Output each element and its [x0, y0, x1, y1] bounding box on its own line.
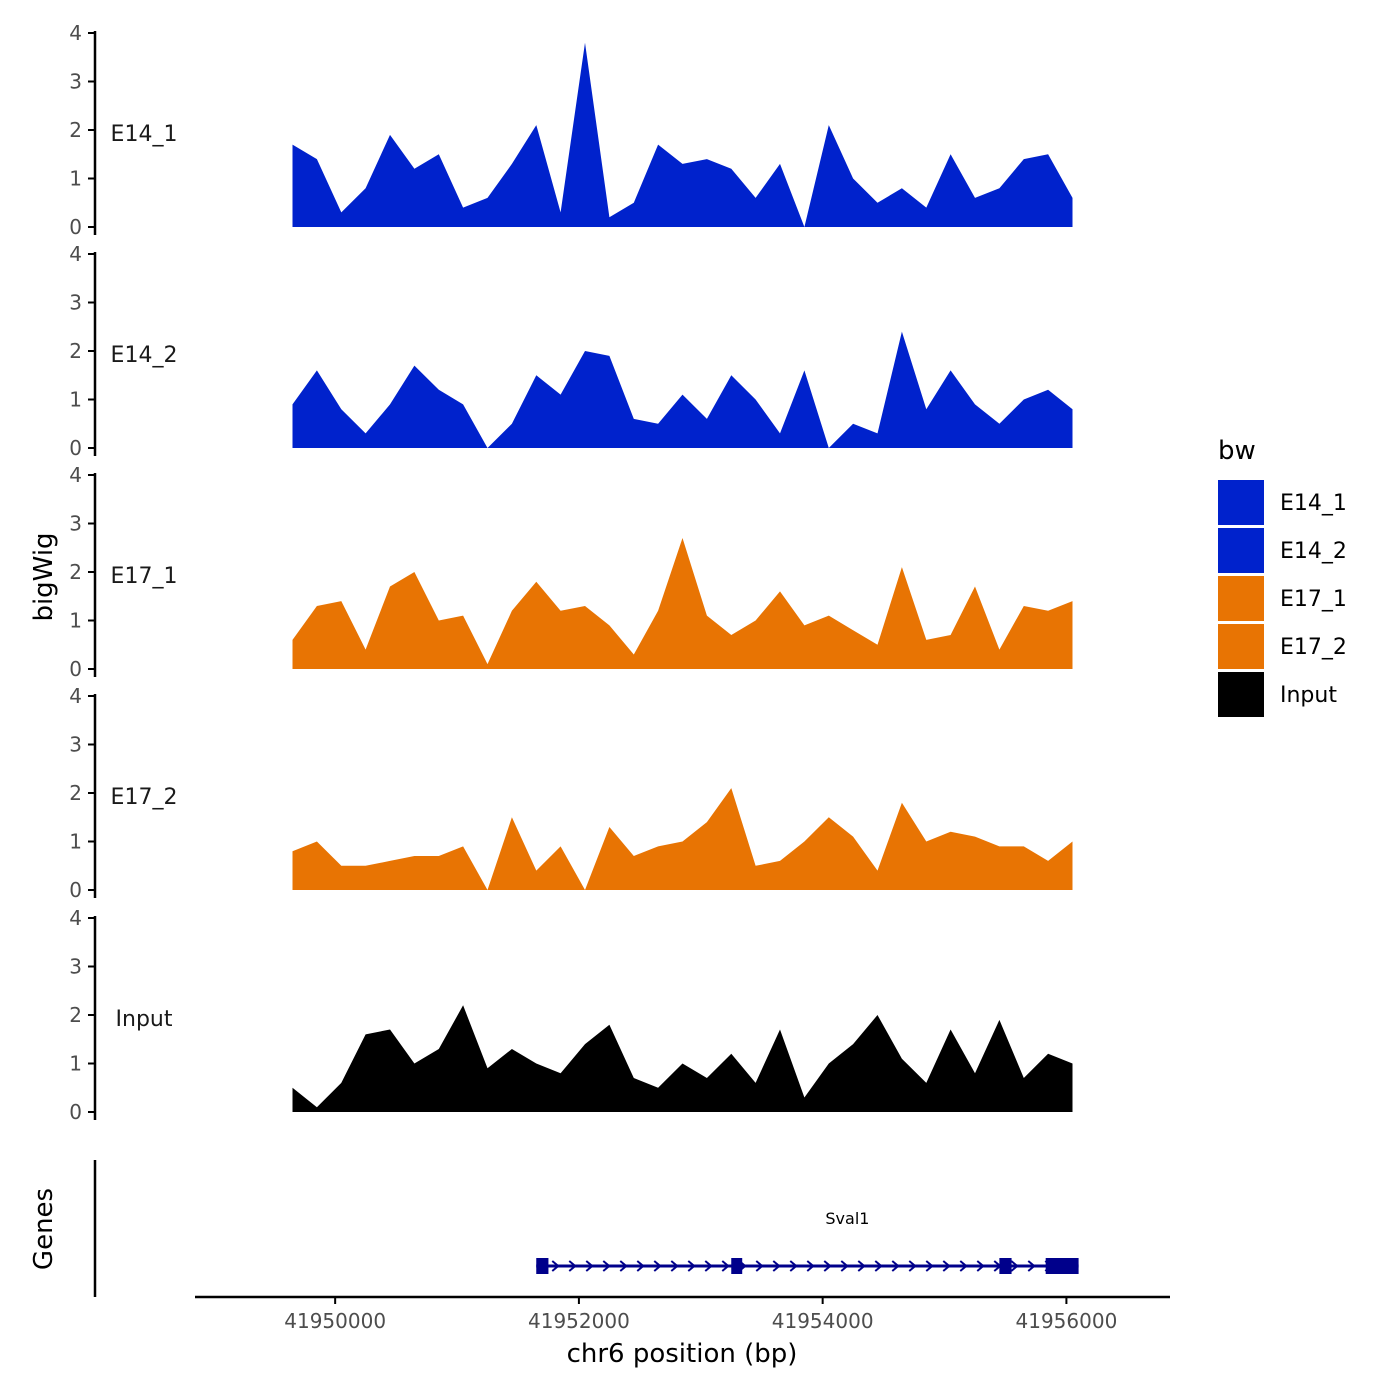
- y-tick-label: 1: [69, 1052, 82, 1076]
- strand-arrow: [959, 1260, 968, 1272]
- genes-axis-title: Genes: [29, 1188, 59, 1270]
- gene-name-label: Sval1: [825, 1209, 869, 1228]
- y-tick-label: 2: [69, 560, 82, 584]
- track-E17_2: 0 1 2 3 4 E17_2: [69, 684, 1073, 902]
- strand-arrow: [687, 1260, 696, 1272]
- signal-area: [292, 42, 1073, 228]
- legend-swatch: [1218, 576, 1264, 621]
- y-tick-label: 2: [69, 118, 82, 142]
- strand-arrow: [619, 1260, 628, 1272]
- legend-swatch: [1218, 672, 1264, 717]
- strand-arrow: [925, 1260, 934, 1272]
- gene-exon: [536, 1258, 549, 1274]
- strand-arrow: [636, 1260, 645, 1272]
- strand-arrow: [857, 1260, 866, 1272]
- strand-arrow: [755, 1260, 764, 1272]
- legend-label: E17_1: [1280, 587, 1347, 612]
- track-label: E17_1: [111, 564, 178, 589]
- track-E14_2: 0 1 2 3 4 E14_2: [69, 242, 1073, 460]
- strand-arrow: [1027, 1260, 1036, 1272]
- strand-arrow: [585, 1260, 594, 1272]
- strand-arrow: [551, 1260, 560, 1272]
- strand-arrow: [840, 1260, 849, 1272]
- y-tick-label: 0: [69, 657, 82, 681]
- y-tick-label: 2: [69, 339, 82, 363]
- y-tick-label: 1: [69, 388, 82, 412]
- legend-swatch: [1218, 480, 1264, 525]
- y-tick-label: 3: [69, 512, 82, 536]
- legend-label: E14_1: [1280, 491, 1347, 516]
- x-tick-label: 41952000: [528, 1309, 630, 1333]
- y-axis-title: bigWig: [29, 532, 59, 621]
- strand-arrow: [704, 1260, 713, 1272]
- track-E14_1: 0 1 2 3 4 E14_1: [69, 21, 1073, 239]
- track-label: Input: [116, 1007, 173, 1032]
- strand-arrow: [806, 1260, 815, 1272]
- y-tick-label: 4: [69, 906, 82, 930]
- strand-arrow: [1010, 1260, 1019, 1272]
- legend-title: bw: [1218, 436, 1256, 466]
- strand-arrow: [976, 1260, 985, 1272]
- track-E17_1: 0 1 2 3 4 E17_1: [69, 463, 1073, 681]
- signal-area: [292, 788, 1073, 890]
- y-tick-label: 0: [69, 878, 82, 902]
- signal-area: [292, 1005, 1073, 1112]
- strand-arrow: [874, 1260, 883, 1272]
- gene-exon: [731, 1258, 743, 1274]
- gene-exon: [999, 1258, 1012, 1274]
- legend-swatch: [1218, 528, 1264, 573]
- y-tick-label: 0: [69, 1100, 82, 1124]
- legend-swatch: [1218, 624, 1264, 669]
- strand-arrow: [908, 1260, 917, 1272]
- x-axis: 41950000 41952000 41954000 41956000: [195, 1295, 1170, 1333]
- legend: E14_1 E14_2 E17_1 E17_2 Input: [1218, 480, 1347, 717]
- gene-track: Sval1: [93, 1160, 1079, 1297]
- y-tick-label: 4: [69, 463, 82, 487]
- strand-arrow: [891, 1260, 900, 1272]
- y-tick-label: 3: [69, 70, 82, 94]
- track-Input: 0 1 2 3 4 Input: [69, 906, 1073, 1124]
- y-tick-label: 3: [69, 291, 82, 315]
- y-tick-label: 0: [69, 436, 82, 460]
- y-tick-label: 1: [69, 167, 82, 191]
- strand-arrow: [823, 1260, 832, 1272]
- y-tick-label: 1: [69, 830, 82, 854]
- strand-arrow: [670, 1260, 679, 1272]
- strand-arrow: [602, 1260, 611, 1272]
- x-tick-label: 41954000: [772, 1309, 874, 1333]
- y-tick-label: 3: [69, 733, 82, 757]
- y-tick-label: 3: [69, 955, 82, 979]
- strand-arrow: [772, 1260, 781, 1272]
- legend-label: E14_2: [1280, 539, 1347, 564]
- track-label: E14_2: [111, 343, 178, 368]
- strand-arrow: [942, 1260, 951, 1272]
- signal-area: [292, 331, 1073, 448]
- legend-label: Input: [1280, 683, 1337, 708]
- y-tick-label: 1: [69, 609, 82, 633]
- y-tick-label: 2: [69, 1003, 82, 1027]
- y-tick-label: 0: [69, 215, 82, 239]
- strand-arrow: [568, 1260, 577, 1272]
- track-label: E17_2: [111, 785, 178, 810]
- strand-arrow: [653, 1260, 662, 1272]
- y-tick-label: 4: [69, 684, 82, 708]
- y-tick-label: 4: [69, 21, 82, 45]
- x-tick-label: 41956000: [1016, 1309, 1118, 1333]
- x-axis-title: chr6 position (bp): [567, 1339, 798, 1369]
- strand-arrow: [721, 1260, 730, 1272]
- signal-area: [292, 538, 1073, 669]
- signal-tracks: 0 1 2 3 4 E14_1 0 1 2 3 4 E14_2 0 1 2 3 4 E17_1 0 1 2 3 4 E17_2…: [69, 21, 1073, 1124]
- x-tick-label: 41950000: [284, 1309, 386, 1333]
- legend-label: E17_2: [1280, 635, 1347, 660]
- strand-arrow: [789, 1260, 798, 1272]
- gene-exon: [1045, 1258, 1079, 1274]
- y-tick-label: 2: [69, 781, 82, 805]
- track-label: E14_1: [111, 122, 178, 147]
- y-tick-label: 4: [69, 242, 82, 266]
